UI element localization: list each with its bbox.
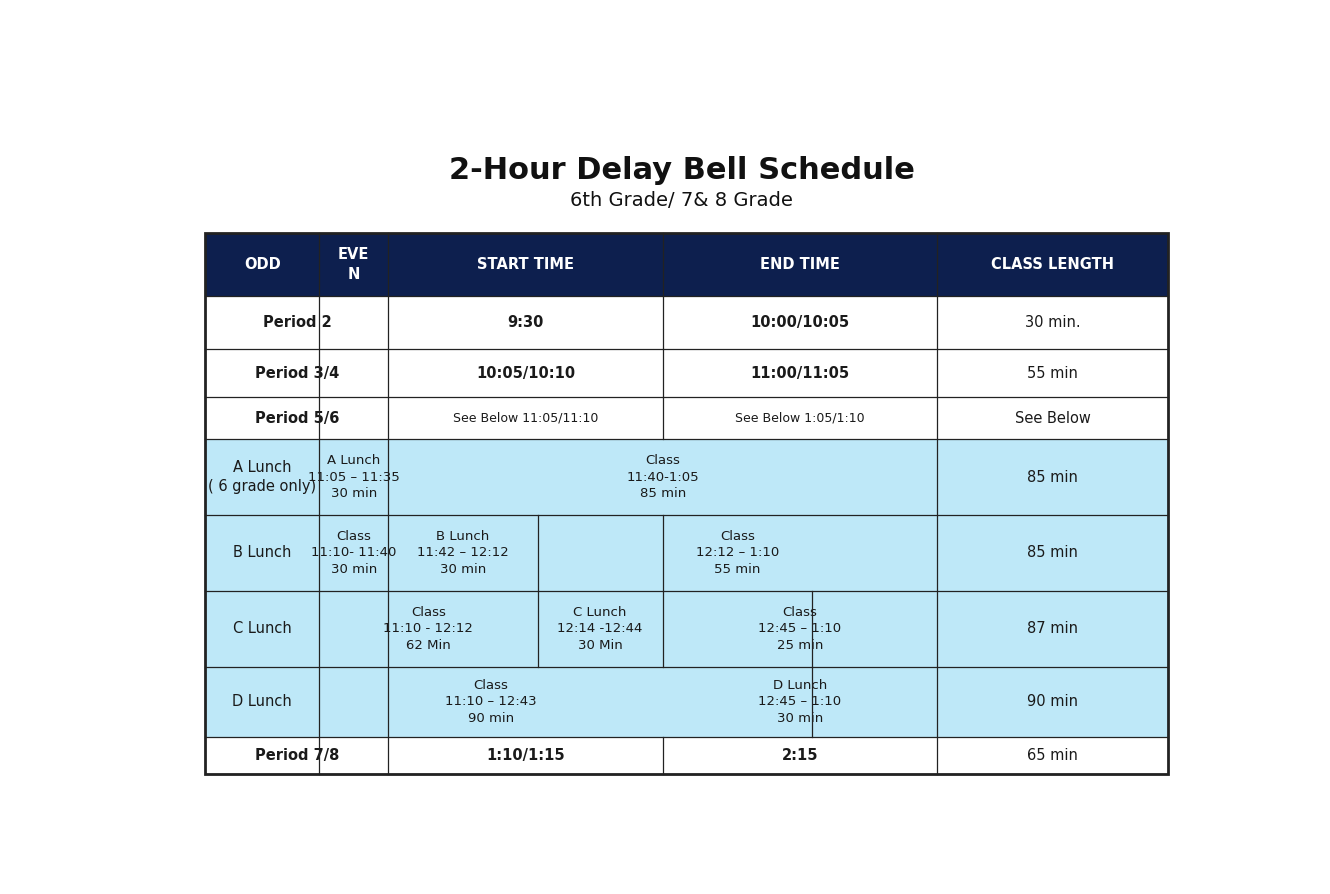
Text: A Lunch
( 6 grade only): A Lunch ( 6 grade only) bbox=[209, 460, 317, 494]
Bar bbox=[205, 232, 1168, 773]
Bar bbox=[205, 737, 388, 773]
Text: D Lunch: D Lunch bbox=[233, 694, 293, 709]
Bar bbox=[205, 350, 388, 397]
Text: See Below 11:05/11:10: See Below 11:05/11:10 bbox=[452, 411, 598, 425]
Text: 30 min.: 30 min. bbox=[1025, 316, 1080, 331]
Text: CLASS LENGTH: CLASS LENGTH bbox=[991, 257, 1115, 272]
Text: A Lunch
11:05 – 11:35
30 min: A Lunch 11:05 – 11:35 30 min bbox=[307, 454, 399, 500]
Text: 9:30: 9:30 bbox=[507, 316, 544, 331]
Text: Class
11:10 – 12:43
90 min: Class 11:10 – 12:43 90 min bbox=[446, 679, 537, 725]
Bar bbox=[662, 667, 938, 737]
Text: 1:10/1:15: 1:10/1:15 bbox=[487, 747, 565, 763]
Bar bbox=[662, 350, 938, 397]
Text: 10:00/10:05: 10:00/10:05 bbox=[750, 316, 850, 331]
Bar bbox=[938, 297, 1168, 350]
Bar bbox=[205, 515, 319, 591]
Text: Period 7/8: Period 7/8 bbox=[254, 747, 339, 763]
Text: START TIME: START TIME bbox=[477, 257, 575, 272]
Text: Class
11:40-1:05
85 min: Class 11:40-1:05 85 min bbox=[626, 454, 700, 500]
Text: 2-Hour Delay Bell Schedule: 2-Hour Delay Bell Schedule bbox=[448, 156, 915, 185]
Text: 85 min: 85 min bbox=[1027, 545, 1079, 561]
Text: Class
11:10 - 12:12
62 Min: Class 11:10 - 12:12 62 Min bbox=[383, 605, 473, 652]
Bar bbox=[388, 737, 662, 773]
Bar bbox=[938, 591, 1168, 667]
Text: Class
11:10- 11:40
30 min: Class 11:10- 11:40 30 min bbox=[311, 530, 396, 576]
Bar bbox=[938, 737, 1168, 773]
Bar bbox=[938, 667, 1168, 737]
Bar bbox=[205, 591, 319, 667]
Text: 55 min: 55 min bbox=[1027, 366, 1079, 381]
Text: 11:00/11:05: 11:00/11:05 bbox=[750, 366, 850, 381]
Bar bbox=[205, 232, 319, 297]
Bar bbox=[205, 667, 319, 737]
Bar bbox=[662, 297, 938, 350]
Bar bbox=[388, 232, 662, 297]
Bar bbox=[205, 397, 388, 439]
Bar bbox=[205, 439, 319, 515]
Bar bbox=[388, 397, 662, 439]
Text: 65 min: 65 min bbox=[1027, 747, 1079, 763]
Bar bbox=[319, 591, 537, 667]
Text: 6th Grade/ 7& 8 Grade: 6th Grade/ 7& 8 Grade bbox=[571, 190, 793, 210]
Text: 10:05/10:10: 10:05/10:10 bbox=[476, 366, 575, 381]
Text: See Below 1:05/1:10: See Below 1:05/1:10 bbox=[735, 411, 864, 425]
Bar bbox=[319, 439, 388, 515]
Text: 2:15: 2:15 bbox=[782, 747, 818, 763]
Text: END TIME: END TIME bbox=[759, 257, 839, 272]
Bar bbox=[938, 232, 1168, 297]
Bar bbox=[938, 515, 1168, 591]
Bar bbox=[662, 591, 938, 667]
Text: C Lunch: C Lunch bbox=[233, 621, 291, 637]
Bar bbox=[388, 515, 537, 591]
Text: Period 2: Period 2 bbox=[262, 316, 331, 331]
Bar bbox=[938, 350, 1168, 397]
Bar bbox=[388, 350, 662, 397]
Text: Class
12:45 – 1:10
25 min: Class 12:45 – 1:10 25 min bbox=[758, 605, 842, 652]
Text: 90 min: 90 min bbox=[1027, 694, 1079, 709]
Bar bbox=[938, 439, 1168, 515]
Bar bbox=[205, 297, 388, 350]
Text: EVE
N: EVE N bbox=[338, 248, 370, 282]
Bar bbox=[662, 397, 938, 439]
Bar bbox=[537, 515, 938, 591]
Text: B Lunch: B Lunch bbox=[233, 545, 291, 561]
Bar bbox=[319, 667, 662, 737]
Bar bbox=[662, 737, 938, 773]
Bar bbox=[388, 297, 662, 350]
Bar bbox=[319, 232, 388, 297]
Text: Period 3/4: Period 3/4 bbox=[255, 366, 339, 381]
Text: 87 min: 87 min bbox=[1027, 621, 1079, 637]
Text: B Lunch
11:42 – 12:12
30 min: B Lunch 11:42 – 12:12 30 min bbox=[418, 530, 509, 576]
Text: ODD: ODD bbox=[243, 257, 281, 272]
Text: C Lunch
12:14 -12:44
30 Min: C Lunch 12:14 -12:44 30 Min bbox=[557, 605, 642, 652]
Text: Class
12:12 – 1:10
55 min: Class 12:12 – 1:10 55 min bbox=[696, 530, 779, 576]
Bar bbox=[938, 397, 1168, 439]
Bar bbox=[537, 591, 662, 667]
Bar bbox=[662, 232, 938, 297]
Text: Period 5/6: Period 5/6 bbox=[254, 410, 339, 426]
Text: 85 min: 85 min bbox=[1027, 469, 1079, 485]
Bar bbox=[319, 515, 388, 591]
Text: See Below: See Below bbox=[1015, 410, 1091, 426]
Bar bbox=[388, 439, 938, 515]
Text: D Lunch
12:45 – 1:10
30 min: D Lunch 12:45 – 1:10 30 min bbox=[758, 679, 842, 725]
